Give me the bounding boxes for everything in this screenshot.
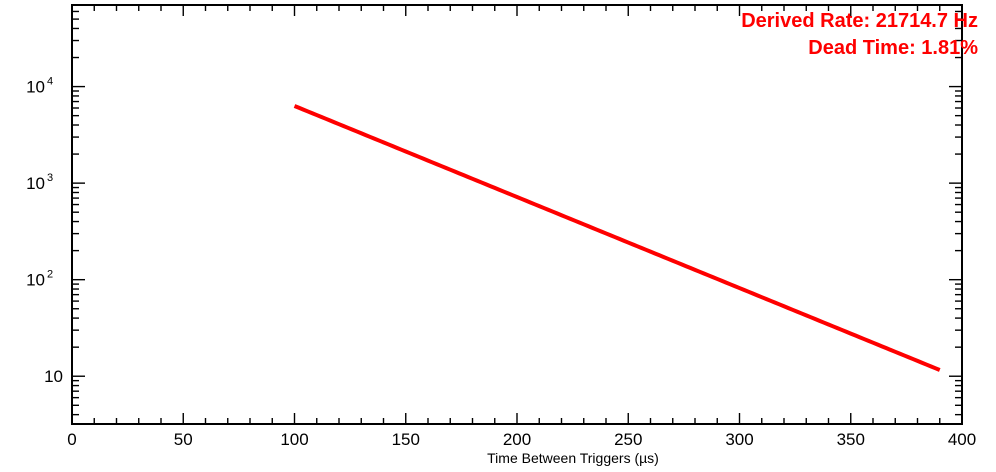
fit-results-annotation: Derived Rate: 21714.7 Hz Dead Time: 1.81… [741, 8, 978, 62]
x-tick-label: 100 [280, 430, 308, 449]
y-tick-label: 10 [44, 367, 63, 386]
y-tick-label: 10 3 [26, 172, 53, 193]
y-tick-label-base: 10 [26, 174, 45, 193]
y-tick-label-base: 10 [26, 78, 45, 97]
derived-rate-label: Derived Rate: 21714.7 Hz [741, 10, 978, 32]
x-tick-label: 50 [174, 430, 193, 449]
exponential-fit-line [293, 104, 941, 372]
x-axis-title: Time Between Triggers (µs) [487, 450, 659, 466]
x-tick-label: 0 [67, 430, 76, 449]
x-tick-label: 300 [725, 430, 753, 449]
x-tick-label: 400 [948, 430, 976, 449]
dead-time-label: Dead Time: 1.81% [808, 37, 978, 59]
x-axis: 0 50 100 150 200 250 300 350 400 Time Between Tri… [67, 5, 976, 466]
y-tick-label-exponent: 2 [47, 269, 53, 281]
y-tick-label-exponent: 3 [47, 172, 53, 184]
y-tick-label-base: 10 [26, 271, 45, 290]
x-tick-label: 250 [614, 430, 642, 449]
y-tick-label-value: 10 [44, 367, 63, 386]
y-tick-label-exponent: 4 [47, 76, 53, 88]
x-tick-label: 200 [503, 430, 531, 449]
plot-frame [71, 4, 963, 425]
y-tick-label: 10 2 [26, 269, 53, 290]
y-tick-label: 10 4 [26, 76, 53, 97]
x-tick-label: 150 [392, 430, 420, 449]
x-tick-label: 350 [837, 430, 865, 449]
